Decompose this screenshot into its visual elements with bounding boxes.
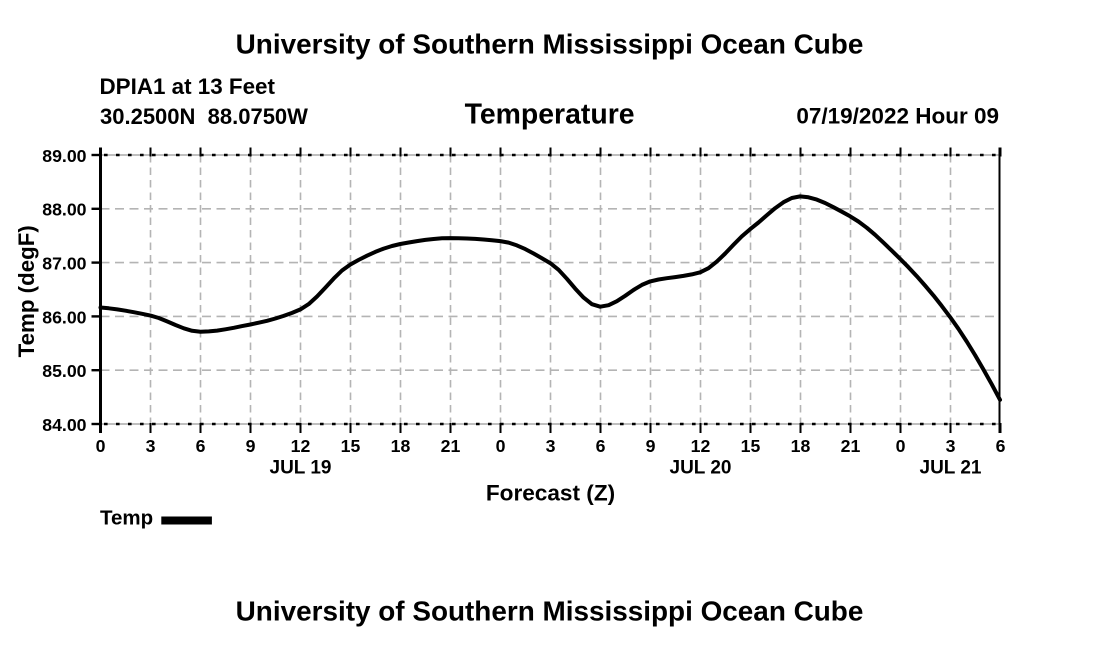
svg-text:University of Southern Mississ: University of Southern Mississippi Ocean… [236, 29, 864, 60]
svg-text:88.00: 88.00 [42, 200, 86, 220]
svg-text:Temperature: Temperature [465, 99, 635, 131]
svg-text:87.00: 87.00 [42, 254, 86, 274]
svg-text:84.00: 84.00 [42, 415, 86, 435]
svg-text:JUL 19: JUL 19 [270, 458, 332, 479]
svg-text:07/19/2022 Hour 09: 07/19/2022 Hour 09 [796, 104, 999, 129]
svg-text:21: 21 [841, 436, 861, 456]
svg-text:12: 12 [291, 436, 311, 456]
svg-text:3: 3 [546, 436, 556, 456]
svg-text:0: 0 [496, 436, 506, 456]
svg-text:15: 15 [741, 436, 761, 456]
svg-text:18: 18 [391, 436, 411, 456]
svg-text:86.00: 86.00 [42, 307, 86, 327]
svg-text:3: 3 [146, 436, 156, 456]
svg-text:Temp: Temp [100, 507, 153, 530]
svg-text:12: 12 [691, 436, 711, 456]
svg-text:18: 18 [791, 436, 811, 456]
svg-text:85.00: 85.00 [42, 361, 86, 381]
svg-text:6: 6 [596, 436, 606, 456]
svg-text:15: 15 [341, 436, 361, 456]
svg-text:6: 6 [196, 436, 206, 456]
svg-text:DPIA1 at 13 Feet: DPIA1 at 13 Feet [100, 74, 276, 99]
svg-text:JUL 21: JUL 21 [920, 458, 982, 479]
svg-text:89.00: 89.00 [42, 146, 86, 166]
svg-text:JUL 20: JUL 20 [670, 458, 732, 479]
svg-text:21: 21 [441, 436, 461, 456]
svg-text:9: 9 [246, 436, 256, 456]
svg-text:0: 0 [896, 436, 906, 456]
svg-text:Forecast (Z): Forecast (Z) [486, 481, 615, 506]
svg-text:30.2500N 88.0750W: 30.2500N 88.0750W [100, 104, 308, 129]
svg-text:University of Southern Mississ: University of Southern Mississippi Ocean… [236, 596, 864, 627]
svg-text:0: 0 [96, 436, 106, 456]
svg-text:6: 6 [996, 436, 1006, 456]
svg-text:3: 3 [946, 436, 956, 456]
svg-text:9: 9 [646, 436, 656, 456]
svg-text:Temp (degF): Temp (degF) [14, 225, 39, 357]
